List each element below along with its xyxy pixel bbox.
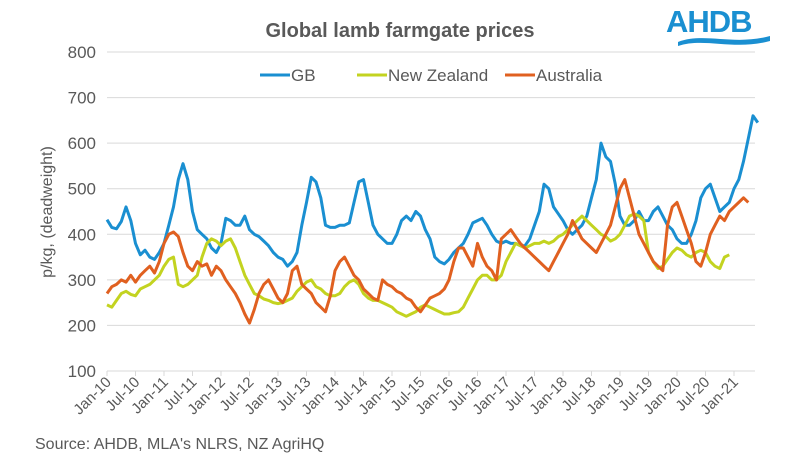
y-tick-label: 800 <box>68 43 96 62</box>
series-line-australia <box>105 178 750 325</box>
chart-title: Global lamb farmgate prices <box>266 20 535 42</box>
legend-label: New Zealand <box>388 66 488 85</box>
logo-wave-icon <box>678 36 770 46</box>
series-line-gb <box>105 114 760 268</box>
logo-text: AHDB <box>666 6 752 39</box>
y-tick-label: 200 <box>68 316 96 335</box>
y-tick-label: 700 <box>68 89 96 108</box>
y-axis-ticks: 100 200 300 400 500 600 700 800 <box>68 43 96 381</box>
y-tick-label: 500 <box>68 180 96 199</box>
legend-label: Australia <box>536 66 603 85</box>
y-tick-label: 100 <box>68 362 96 381</box>
y-tick-label: 400 <box>68 225 96 244</box>
y-tick-label: 600 <box>68 134 96 153</box>
legend: GB New Zealand Australia <box>260 66 603 85</box>
legend-label: GB <box>291 66 316 85</box>
ahdb-logo: AHDB <box>666 6 770 46</box>
x-axis-ticks: Jan-10Jul-10Jan-11Jul-11Jan-12Jul-12Jan-… <box>70 371 742 418</box>
gridlines <box>107 51 755 372</box>
y-tick-label: 300 <box>68 271 96 290</box>
source-note: Source: AHDB, MLA's NLRS, NZ AgriHQ <box>35 436 325 453</box>
series-lines <box>105 114 760 325</box>
y-axis-label: p/kg, (deadweight) <box>39 146 56 278</box>
